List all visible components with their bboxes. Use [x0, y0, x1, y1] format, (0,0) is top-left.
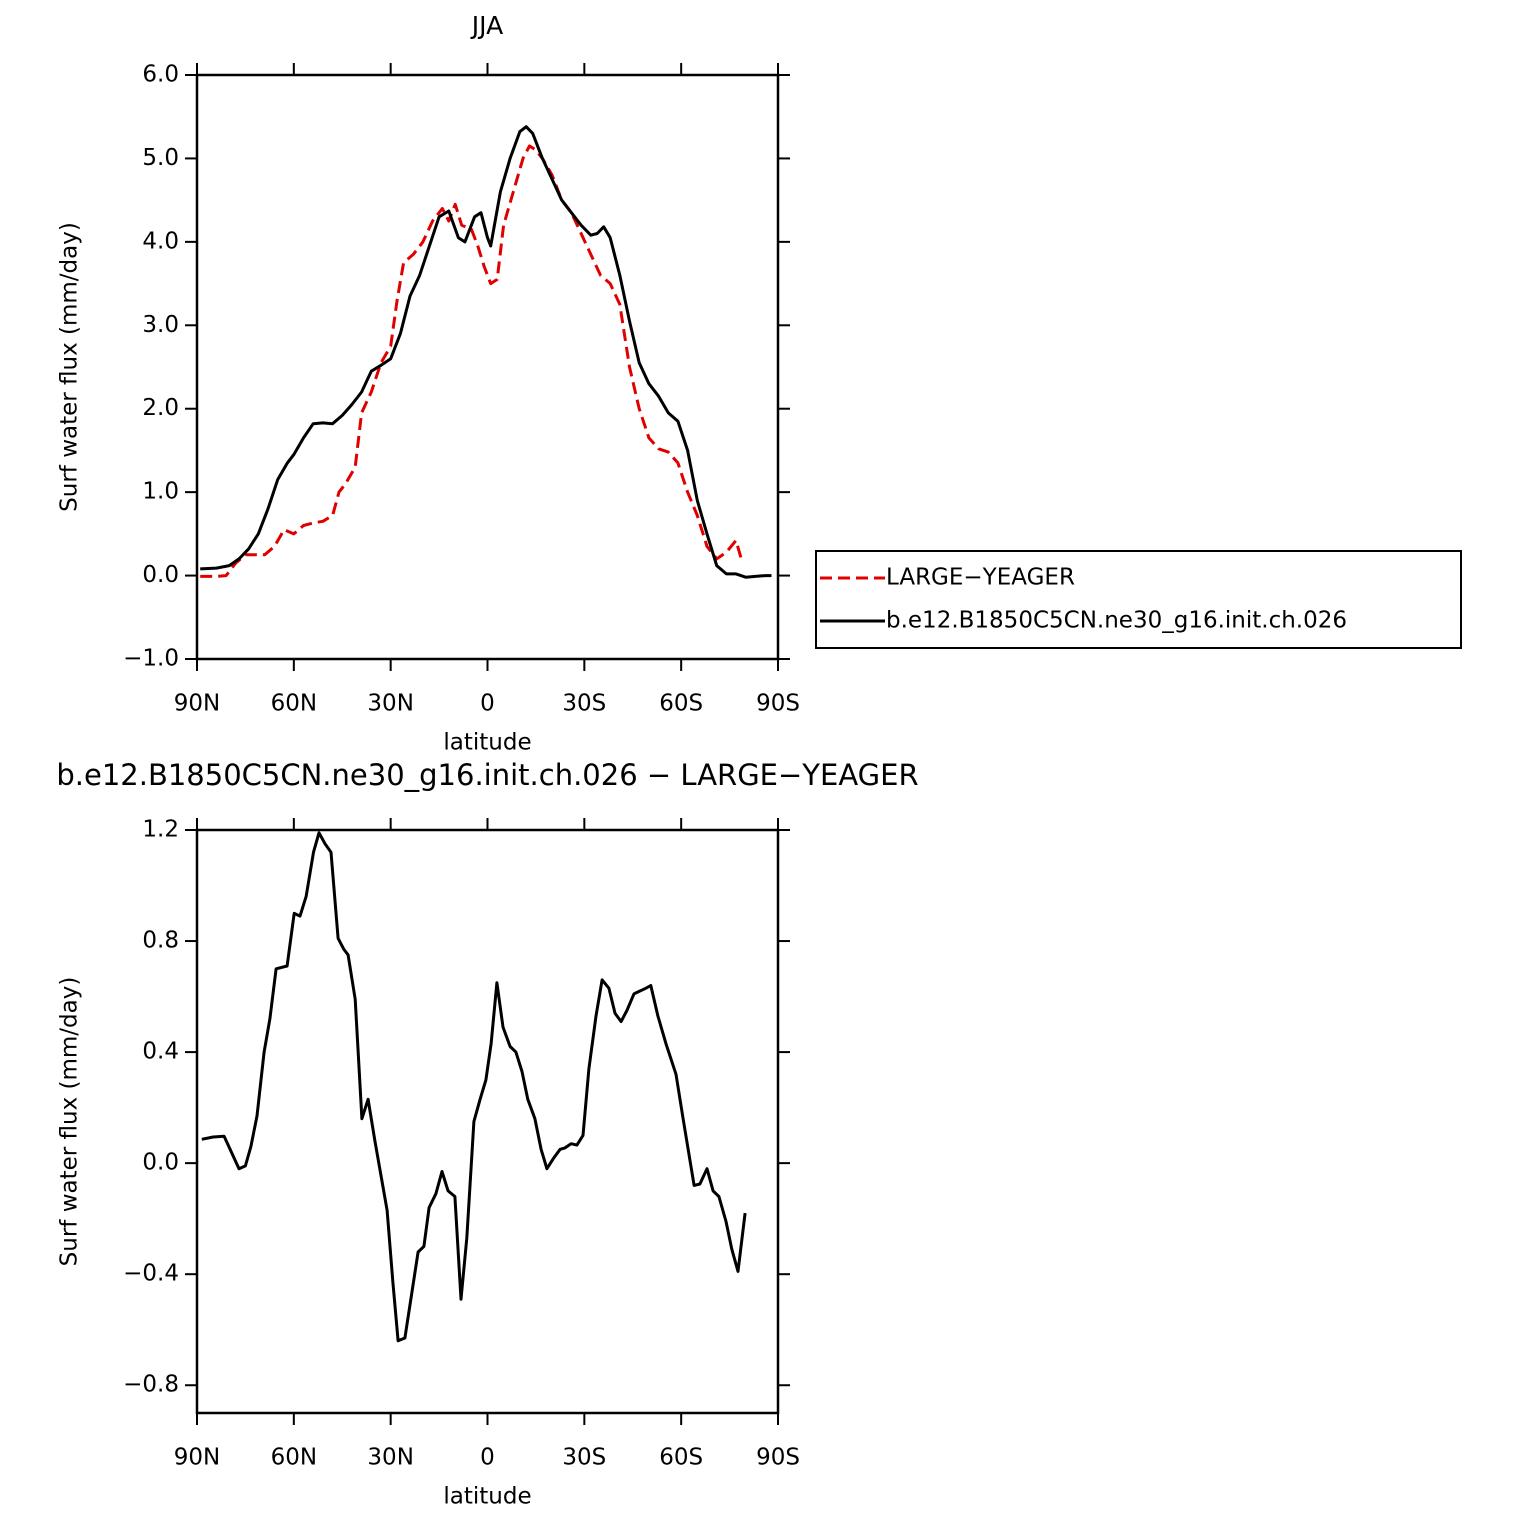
- y-tick-label: 0.0: [142, 562, 179, 588]
- y-tick-label: −0.4: [123, 1261, 179, 1287]
- x-tick-label: 0: [480, 1445, 495, 1471]
- y-tick-label: 3.0: [142, 312, 179, 338]
- x-tick-label: 60N: [271, 1445, 317, 1471]
- y-tick-label: 5.0: [142, 145, 179, 171]
- series-line: [201, 831, 747, 1343]
- x-tick-label: 90N: [174, 691, 220, 717]
- x-tick-label: 60N: [271, 691, 317, 717]
- x-tick-label: 90S: [756, 691, 800, 717]
- chart-title: b.e12.B1850C5CN.ne30_g16.init.ch.026 − L…: [56, 758, 918, 792]
- y-tick-label: 1.0: [142, 479, 179, 505]
- plot-frame: [195, 828, 780, 1415]
- y-tick-label: 4.0: [142, 228, 179, 254]
- x-tick-label: 90N: [174, 1445, 220, 1471]
- x-tick-label: 60S: [659, 691, 703, 717]
- x-tick-label: 60S: [659, 1445, 703, 1471]
- y-tick-label: 1.2: [142, 817, 179, 843]
- chart-title: JJA: [470, 11, 503, 40]
- x-tick-label: 30N: [367, 1445, 413, 1471]
- y-tick-label: 2.0: [142, 395, 179, 421]
- x-tick-label: 30N: [367, 691, 413, 717]
- y-tick-label: −0.8: [123, 1372, 179, 1398]
- series-line: [200, 144, 744, 578]
- y-tick-label: 0.4: [142, 1039, 179, 1065]
- series-line: [200, 125, 772, 579]
- x-axis-label: latitude: [443, 1484, 531, 1510]
- y-axis-label: Surf water flux (mm/day): [57, 977, 83, 1267]
- x-tick-label: 30S: [562, 691, 606, 717]
- y-axis-label: Surf water flux (mm/day): [57, 222, 83, 512]
- y-tick-label: −1.0: [123, 646, 179, 672]
- y-tick-label: 0.8: [142, 928, 179, 954]
- legend-label: LARGE−YEAGER: [886, 565, 1075, 591]
- legend-box: [815, 550, 1462, 649]
- legend-label: b.e12.B1850C5CN.ne30_g16.init.ch.026: [886, 608, 1347, 634]
- y-tick-label: 6.0: [142, 62, 179, 88]
- plot-frame: [195, 73, 780, 661]
- x-tick-label: 30S: [562, 1445, 606, 1471]
- x-tick-label: 90S: [756, 1445, 800, 1471]
- x-tick-label: 0: [480, 691, 495, 717]
- y-tick-label: 0.0: [142, 1150, 179, 1176]
- x-axis-label: latitude: [443, 730, 531, 756]
